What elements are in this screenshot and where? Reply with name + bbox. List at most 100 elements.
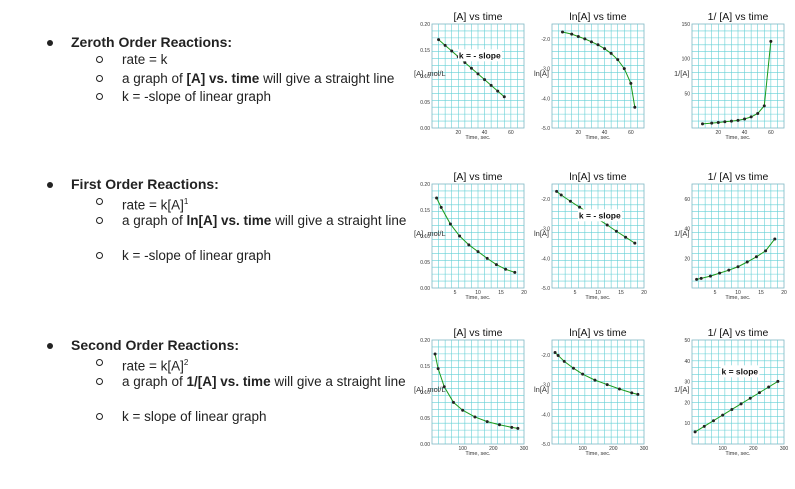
- x-axis-label: Time, sec.: [465, 135, 491, 141]
- data-point: [764, 249, 768, 253]
- data-point: [701, 122, 705, 126]
- y-tick-label: -4.0: [541, 412, 550, 418]
- chart: ln[A] vs time -2.0 -3.0 -4.0 -5.0 5 10 15 20 Time…: [532, 170, 652, 305]
- data-point: [633, 105, 637, 109]
- data-point: [624, 235, 628, 239]
- x-axis-label: Time, sec.: [585, 135, 611, 141]
- data-point: [513, 270, 517, 274]
- chart-svg: [A] vs time 0.00 0.05 0.10 0.15 0.20 5 10 15 20 Ti…: [414, 171, 527, 301]
- section-heading: First Order Reactions:: [71, 176, 219, 192]
- x-tick-label: 20: [456, 130, 462, 136]
- slope-annotation: k = - slope: [459, 50, 501, 60]
- data-point: [749, 115, 753, 119]
- data-point: [568, 199, 572, 203]
- data-point: [556, 353, 560, 357]
- y-tick-label: 0.10: [420, 390, 430, 396]
- data-point: [435, 196, 439, 200]
- gridlines: [552, 184, 644, 288]
- y-tick-label: 50: [684, 338, 690, 344]
- circle-bullet-icon: [96, 217, 103, 224]
- x-tick-label: 60: [628, 130, 634, 136]
- data-point: [609, 51, 613, 55]
- chart: [A] vs time 0.00 0.05 0.10 0.15 0.20 20 40 60 Tim…: [412, 10, 532, 145]
- y-tick-label: 100: [682, 57, 691, 63]
- circle-bullet-icon: [96, 198, 103, 205]
- circle-bullet-icon: [96, 75, 103, 82]
- x-tick-label: 5: [454, 290, 457, 296]
- item-superscript: 2: [183, 358, 189, 367]
- x-axis-label: Time, sec.: [725, 135, 751, 141]
- y-axis-label: [A], mol/L: [414, 229, 446, 238]
- series-line: [694, 380, 779, 433]
- x-axis-label: Time, sec.: [585, 295, 611, 301]
- data-point: [458, 234, 462, 238]
- x-tick-label: 300: [520, 446, 529, 452]
- data-point: [589, 40, 593, 44]
- data-point: [718, 271, 722, 275]
- y-tick-label: -5.0: [541, 126, 550, 132]
- data-point: [596, 43, 600, 47]
- x-tick-label: 100: [458, 446, 467, 452]
- y-tick-label: 0.00: [420, 126, 430, 132]
- item-text: rate = k[A]: [122, 197, 184, 213]
- data-point: [776, 379, 780, 383]
- chart-title: ln[A] vs time: [569, 171, 626, 183]
- circle-bullet-icon: [96, 252, 103, 259]
- y-tick-label: -2.0: [541, 37, 550, 43]
- y-tick-label: 0.15: [420, 48, 430, 54]
- section-heading: Second Order Reactions:: [71, 337, 240, 353]
- x-tick-label: 20: [521, 290, 527, 296]
- y-axis-label: ln[A]: [534, 229, 549, 238]
- data-point: [593, 378, 597, 382]
- series-line: [434, 353, 518, 429]
- circle-bullet-icon: [96, 378, 103, 385]
- data-point: [469, 66, 473, 70]
- data-point: [748, 396, 752, 400]
- y-tick-label: -3.0: [541, 383, 550, 389]
- gridlines: [432, 184, 524, 288]
- x-tick-label: 300: [780, 446, 789, 452]
- bullet-icon: [47, 343, 53, 349]
- data-point: [757, 391, 761, 395]
- item-text: rate = k[A]: [122, 358, 184, 374]
- data-point: [463, 60, 467, 64]
- y-tick-label: 20: [684, 400, 690, 406]
- data-point: [729, 119, 733, 123]
- item-superscript: 1: [183, 197, 189, 206]
- annotation-background: [457, 49, 503, 62]
- chart: ln[A] vs time -2.0 -3.0 -4.0 -5.0 20 40 60 Time,…: [532, 10, 652, 145]
- item-text: a graph of: [122, 374, 187, 389]
- y-tick-label: 30: [684, 380, 690, 386]
- chart-svg: ln[A] vs time -2.0 -3.0 -4.0 -5.0 5 10 15 20 Time…: [534, 171, 647, 301]
- series-line: [436, 197, 515, 273]
- data-point: [436, 367, 440, 371]
- data-point: [450, 49, 454, 53]
- data-point: [727, 268, 731, 272]
- data-point: [605, 383, 609, 387]
- x-tick-label: 60: [508, 130, 514, 136]
- y-tick-label: -3.0: [541, 227, 550, 233]
- x-tick-label: 200: [609, 446, 618, 452]
- data-point: [730, 407, 734, 411]
- data-point: [754, 255, 758, 259]
- data-point: [629, 81, 633, 85]
- x-tick-label: 300: [640, 446, 649, 452]
- y-tick-label: 0.00: [420, 442, 430, 448]
- chart: 1/ [A] vs time 20 40 60 5 10 15 20 Time, sec. 1/[…: [672, 170, 792, 305]
- data-point: [736, 118, 740, 122]
- gridlines: [432, 340, 524, 444]
- chart: 1/ [A] vs time 10 20 30 40 50 100 200 300 Time, s…: [672, 326, 792, 461]
- data-point: [570, 32, 574, 36]
- data-point: [636, 392, 640, 396]
- y-axis-label: 1/[A]: [674, 229, 689, 238]
- data-point: [485, 420, 489, 424]
- item-text: rate = k: [122, 52, 168, 67]
- chart-title: 1/ [A] vs time: [708, 171, 769, 183]
- data-point: [769, 39, 773, 43]
- chart-svg: 1/ [A] vs time 50 100 150 20 40 60 Time, sec. 1/…: [674, 11, 785, 141]
- chart: ln[A] vs time -2.0 -3.0 -4.0 -5.0 100 200 300 Ti…: [532, 326, 652, 461]
- series-line: [554, 352, 638, 395]
- y-tick-label: 60: [684, 197, 690, 203]
- item-text: a graph of: [122, 213, 187, 228]
- data-point: [439, 205, 443, 209]
